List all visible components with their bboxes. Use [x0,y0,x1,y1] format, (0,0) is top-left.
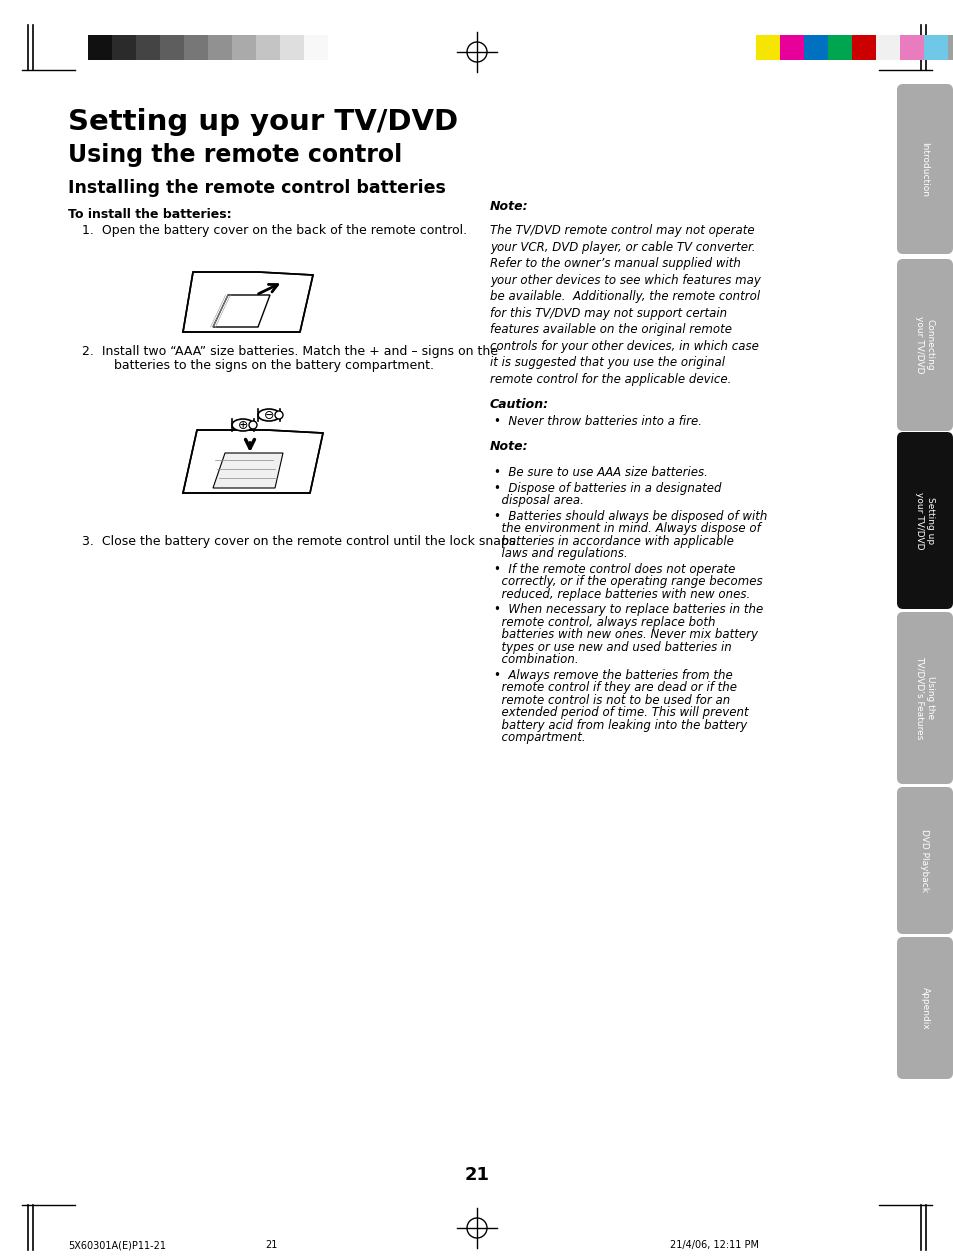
Text: batteries with new ones. Never mix battery: batteries with new ones. Never mix batte… [494,628,758,641]
Bar [232,35,255,60]
Text: DVD Playback: DVD Playback [920,828,928,891]
Text: remote control, always replace both: remote control, always replace both [494,616,715,628]
FancyBboxPatch shape [896,259,952,431]
Text: laws and regulations.: laws and regulations. [494,546,627,560]
Text: 21: 21 [265,1240,277,1250]
Circle shape [249,421,256,429]
Text: Setting up your TV/DVD: Setting up your TV/DVD [68,108,457,136]
Text: 1.  Open the battery cover on the back of the remote control.: 1. Open the battery cover on the back of… [82,224,467,237]
Text: •  Never throw batteries into a fire.: • Never throw batteries into a fire. [494,415,701,428]
Text: types or use new and used batteries in: types or use new and used batteries in [494,641,731,653]
Bar [755,35,780,60]
Text: •  If the remote control does not operate: • If the remote control does not operate [494,563,735,575]
Text: Note:: Note: [490,439,528,453]
Text: •  Always remove the batteries from the: • Always remove the batteries from the [494,669,732,681]
Bar [780,35,803,60]
Bar [112,35,136,60]
Text: remote control if they are dead or if the: remote control if they are dead or if th… [494,681,737,694]
Polygon shape [183,431,323,494]
Polygon shape [183,272,313,332]
Text: Using the remote control: Using the remote control [68,144,402,167]
Bar [803,35,827,60]
Text: 2.  Install two “AAA” size batteries. Match the + and – signs on the: 2. Install two “AAA” size batteries. Mat… [82,345,497,358]
FancyBboxPatch shape [896,937,952,1079]
Text: correctly, or if the operating range becomes: correctly, or if the operating range bec… [494,575,761,588]
Text: To install the batteries:: To install the batteries: [68,208,232,222]
Text: Connecting
your TV/DVD: Connecting your TV/DVD [914,316,934,374]
Text: batteries in accordance with applicable: batteries in accordance with applicable [494,535,733,548]
FancyBboxPatch shape [896,84,952,254]
Bar [255,35,280,60]
Bar [851,35,875,60]
Bar [899,35,923,60]
Text: compartment.: compartment. [494,731,585,744]
Ellipse shape [232,419,253,431]
Text: batteries to the signs on the battery compartment.: batteries to the signs on the battery co… [82,359,434,371]
Text: disposal area.: disposal area. [494,494,583,507]
Bar [160,35,184,60]
Text: 5X60301A(E)P11-21: 5X60301A(E)P11-21 [68,1240,166,1250]
Text: battery acid from leaking into the battery: battery acid from leaking into the batte… [494,719,746,731]
Bar [88,35,112,60]
Text: Note:: Note: [490,200,528,213]
FancyBboxPatch shape [896,612,952,784]
Text: •  Dispose of batteries in a designated: • Dispose of batteries in a designated [494,481,720,495]
Text: Using the
TV/DVD’s Features: Using the TV/DVD’s Features [914,656,934,740]
Text: combination.: combination. [494,653,578,666]
Text: •  Be sure to use AAA size batteries.: • Be sure to use AAA size batteries. [494,466,707,478]
Polygon shape [213,453,283,488]
Text: Introduction: Introduction [920,141,928,196]
Text: remote control is not to be used for an: remote control is not to be used for an [494,694,729,706]
Bar [304,35,328,60]
Bar [923,35,947,60]
Text: Appendix: Appendix [920,987,928,1030]
FancyBboxPatch shape [896,432,952,609]
Text: ⊕: ⊕ [237,418,248,432]
Text: Setting up
your TV/DVD: Setting up your TV/DVD [914,492,934,549]
Bar [136,35,160,60]
Text: extended period of time. This will prevent: extended period of time. This will preve… [494,706,748,719]
Text: 21: 21 [464,1166,489,1183]
Text: The TV/DVD remote control may not operate
your VCR, DVD player, or cable TV conv: The TV/DVD remote control may not operat… [490,224,760,385]
Text: the environment in mind. Always dispose of: the environment in mind. Always dispose … [494,522,760,535]
Bar [875,35,899,60]
Text: Installing the remote control batteries: Installing the remote control batteries [68,179,445,196]
Text: reduced, replace batteries with new ones.: reduced, replace batteries with new ones… [494,588,749,601]
Bar [184,35,208,60]
FancyBboxPatch shape [896,787,952,934]
Ellipse shape [257,409,280,421]
Polygon shape [213,295,270,327]
Bar [947,35,953,60]
Bar [208,35,232,60]
Text: •  When necessary to replace batteries in the: • When necessary to replace batteries in… [494,603,762,616]
Text: 21/4/06, 12:11 PM: 21/4/06, 12:11 PM [669,1240,759,1250]
Text: 3.  Close the battery cover on the remote control until the lock snaps.: 3. Close the battery cover on the remote… [82,535,518,548]
Text: •  Batteries should always be disposed of with: • Batteries should always be disposed of… [494,510,766,522]
Text: ⊖: ⊖ [263,408,274,422]
Bar [280,35,304,60]
Text: Caution:: Caution: [490,398,549,410]
Circle shape [274,410,283,419]
Bar [827,35,851,60]
